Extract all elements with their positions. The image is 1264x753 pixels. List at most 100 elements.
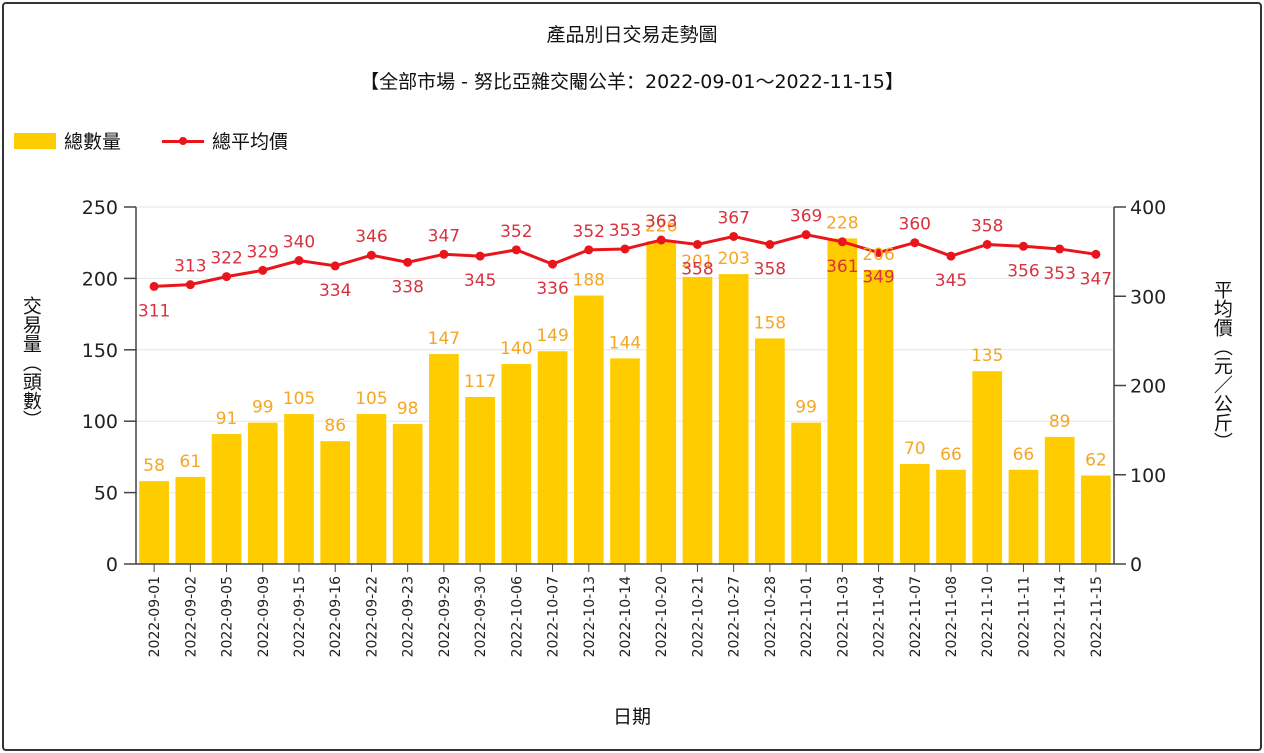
- price-value-label: 363: [645, 212, 677, 232]
- price-point: [729, 231, 739, 241]
- price-point: [1018, 241, 1028, 251]
- y-left-tick-label: 250: [82, 197, 118, 219]
- x-tick-label: 2022-10-27: [727, 576, 743, 657]
- bar: [175, 476, 206, 564]
- x-tick-label: 2022-09-16: [328, 576, 344, 657]
- bar: [610, 358, 640, 564]
- price-point: [185, 280, 195, 290]
- x-tick-label: 2022-11-04: [872, 576, 888, 657]
- bar-value-label: 203: [717, 249, 749, 269]
- price-value-label: 353: [609, 221, 641, 241]
- price-point: [656, 235, 666, 245]
- price-value-label: 334: [319, 281, 351, 301]
- bar-value-label: 105: [283, 389, 315, 409]
- bar-value-label: 62: [1085, 450, 1107, 470]
- price-point: [910, 238, 920, 248]
- y-left-tick-label: 150: [82, 340, 118, 362]
- price-value-label: 313: [174, 257, 206, 277]
- bar-value-label: 188: [573, 271, 605, 291]
- legend-line-swatch: [162, 133, 204, 149]
- bar-value-label: 105: [355, 389, 387, 409]
- x-tick-label: 2022-09-01: [147, 576, 163, 657]
- x-tick-label: 2022-10-07: [546, 576, 562, 657]
- price-point: [1091, 249, 1101, 259]
- price-point: [548, 259, 558, 269]
- price-value-label: 322: [210, 249, 242, 269]
- price-value-label: 338: [391, 277, 423, 297]
- x-tick-label: 2022-11-11: [1016, 576, 1032, 657]
- y-right-tick-label: 0: [1130, 554, 1142, 576]
- price-point: [1055, 244, 1065, 254]
- price-value-label: 360: [899, 215, 931, 235]
- price-point: [330, 261, 340, 271]
- bar: [537, 351, 568, 564]
- bar-value-label: 98: [397, 399, 419, 419]
- x-tick-label: 2022-10-13: [582, 576, 598, 657]
- x-tick-label: 2022-10-21: [690, 576, 706, 657]
- price-point: [765, 239, 775, 249]
- bar-value-label: 70: [904, 439, 926, 459]
- price-point: [439, 249, 449, 259]
- x-tick-label: 2022-09-30: [473, 576, 489, 657]
- y-left-tick-label: 50: [94, 483, 118, 505]
- bar: [429, 354, 459, 564]
- legend-label-price: 總平均價: [212, 131, 289, 153]
- price-point: [620, 244, 630, 254]
- bar-value-label: 135: [971, 346, 1003, 366]
- bar-value-label: 149: [536, 326, 568, 346]
- bar: [211, 434, 242, 564]
- x-tick-label: 2022-09-29: [437, 576, 453, 657]
- price-value-label: 346: [355, 227, 387, 247]
- bar: [139, 481, 169, 564]
- bar: [791, 422, 821, 564]
- bar: [972, 371, 1003, 564]
- price-point: [403, 257, 413, 267]
- x-tick-label: 2022-11-01: [799, 576, 815, 657]
- bar-series: [139, 238, 1111, 564]
- bar: [356, 414, 387, 564]
- bar: [247, 422, 278, 564]
- price-point: [801, 230, 811, 240]
- x-tick-label: 2022-11-14: [1053, 576, 1069, 657]
- price-value-label: 361: [826, 257, 858, 277]
- bar-value-label: 206: [862, 245, 894, 265]
- bar-value-label: 226: [645, 216, 677, 236]
- price-point: [511, 245, 521, 255]
- y-right-tick-label: 300: [1130, 286, 1166, 308]
- price-value-label: 347: [1080, 269, 1112, 289]
- bar-value-label: 201: [681, 252, 713, 272]
- x-tick-label: 2022-11-03: [835, 576, 851, 657]
- bar: [646, 241, 677, 564]
- price-value-label: 345: [935, 271, 967, 291]
- x-tick-label: 2022-09-09: [256, 576, 272, 657]
- price-value-label: 356: [1007, 261, 1039, 281]
- bar-value-label: 66: [1013, 445, 1035, 465]
- price-point: [584, 245, 594, 255]
- legend-item-quantity[interactable]: 總數量: [14, 127, 121, 154]
- x-tick-label: 2022-09-02: [183, 576, 199, 657]
- legend-item-price[interactable]: 總平均價: [162, 127, 288, 154]
- bar-value-label: 147: [428, 329, 460, 349]
- x-tick-label: 2022-09-05: [220, 576, 236, 657]
- bar: [863, 269, 894, 564]
- bar-value-label: 158: [754, 313, 786, 333]
- axes: 0 50 100 150 200 250 0 100 200 300 400 2022-09-01 20…: [82, 197, 1167, 657]
- x-tick-label: 2022-09-23: [401, 576, 417, 657]
- x-tick-label: 2022-11-08: [944, 576, 960, 657]
- bar: [899, 464, 930, 564]
- bar: [573, 295, 604, 564]
- x-tick-label: 2022-10-06: [509, 576, 525, 657]
- price-value-label: 358: [681, 259, 713, 279]
- bar: [284, 414, 314, 564]
- price-value-label: 336: [536, 279, 568, 299]
- legend-bar-swatch: [14, 132, 56, 149]
- line-series: [149, 230, 1101, 291]
- bar-value-label: 144: [609, 333, 641, 353]
- price-point: [982, 239, 992, 249]
- price-point: [946, 251, 956, 261]
- bar-value-label: 228: [826, 213, 858, 233]
- bar: [465, 396, 495, 564]
- bar-value-label: 66: [940, 445, 962, 465]
